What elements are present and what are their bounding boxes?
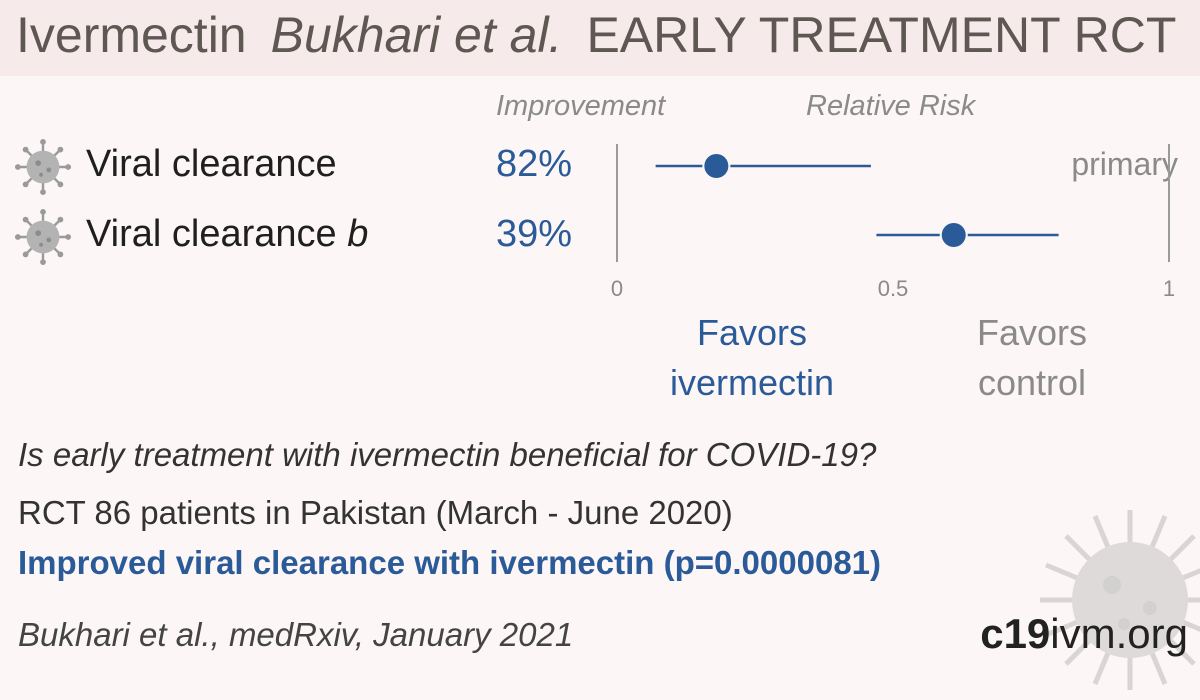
relative-risk-header: Relative Risk	[806, 90, 976, 122]
virus-watermark-icon	[1040, 510, 1200, 690]
summary-conclusion: Improved viral clearance with ivermectin…	[18, 544, 882, 581]
row-label-text: Viral clearance	[86, 213, 348, 255]
virus-icon	[14, 138, 72, 196]
summary-question: Is early treatment with ivermectin benef…	[18, 436, 877, 473]
row-label-suffix: b	[347, 213, 369, 255]
title-study: Bukhari et al.	[270, 7, 563, 63]
x-tick-label: 0	[611, 276, 623, 301]
favors-ivermectin-label: Favors ivermectin	[632, 308, 872, 408]
title-drug: Ivermectin	[16, 7, 247, 63]
brand-logo: c19ivm.org	[980, 610, 1188, 658]
favors-right-line1: Favors	[976, 312, 1088, 353]
brand-bold: c19	[980, 610, 1051, 657]
citation: Bukhari et al., medRxiv, January 2021	[18, 616, 574, 653]
page-title: Ivermectin Bukhari et al. EARLY TREATMENT …	[16, 6, 1176, 64]
summary-design: RCT 86 patients in Pakistan (March - Jun…	[18, 494, 733, 531]
effect-point	[941, 223, 966, 247]
improvement-value-viral-clearance-b: 39%	[496, 213, 573, 255]
x-tick-label: 1	[1163, 276, 1175, 301]
improvement-value-viral-clearance: 82%	[496, 143, 573, 185]
favors-right-line2: control	[977, 362, 1087, 403]
favors-left-line2: ivermectin	[669, 362, 835, 403]
virus-icon	[14, 208, 72, 266]
brand-rest: ivm.org	[1050, 610, 1188, 657]
row-label-viral-clearance-b: Viral clearance b	[86, 213, 368, 256]
favors-control-label: Favors control	[912, 308, 1152, 408]
title-type: EARLY TREATMENT RCT	[586, 7, 1177, 63]
row-label-viral-clearance: Viral clearance	[86, 143, 337, 186]
effect-point	[704, 154, 729, 178]
forest-plot: 00.511.52+	[611, 144, 1175, 301]
improvement-header: Improvement	[496, 90, 666, 122]
outcome-tag-primary: primary	[1071, 146, 1178, 182]
x-tick-label: 0.5	[878, 276, 909, 301]
row-label-text: Viral clearance	[86, 143, 337, 185]
favors-left-line1: Favors	[696, 312, 808, 353]
title-bar: Ivermectin Bukhari et al. EARLY TREATMENT …	[0, 0, 1200, 76]
